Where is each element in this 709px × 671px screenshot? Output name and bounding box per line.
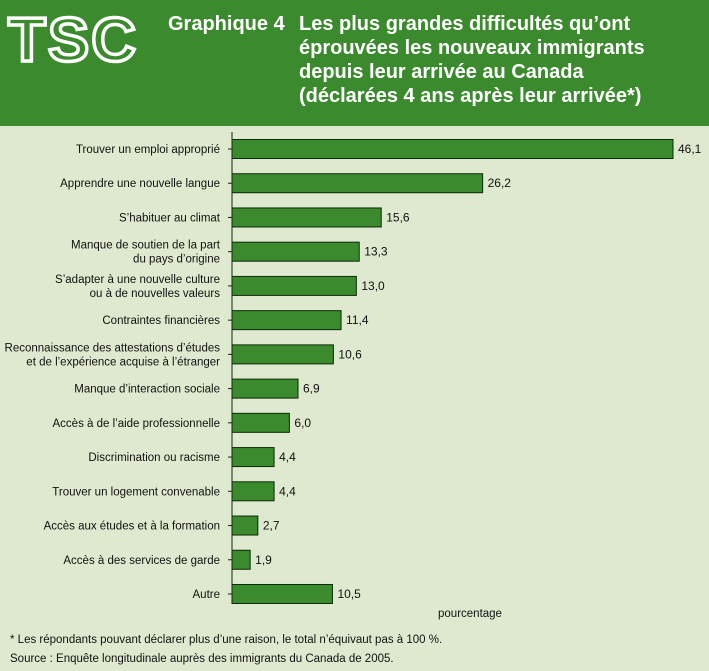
data-label: 13,3 (364, 245, 388, 259)
chart-title-line: Les plus grandes difficultés qu’ont (299, 13, 631, 35)
category-label: Manque d’interaction sociale (74, 384, 220, 396)
bar (231, 378, 299, 399)
category-label: Apprendre une nouvelle langue (60, 178, 220, 190)
bar (231, 139, 674, 159)
chart-title: Les plus grandes difficultés qu’ont épro… (299, 12, 645, 108)
chart-title-line: depuis leur arrivée au Canada (299, 61, 584, 83)
data-label: 6,0 (294, 416, 311, 430)
bar (231, 481, 275, 502)
bar (231, 344, 334, 365)
bar (231, 173, 484, 194)
chart-title-line: (déclarées 4 ans après leur arrivée*) (299, 85, 642, 107)
data-label: 4,4 (279, 484, 296, 498)
bar (231, 412, 290, 433)
data-label: 13,0 (361, 279, 385, 293)
bar (231, 241, 360, 262)
data-label: 1,9 (255, 553, 272, 567)
bar (231, 447, 275, 468)
category-label: Contraintes financières (102, 315, 220, 327)
category-label: Accès à des services de garde (63, 555, 220, 567)
category-label: Discrimination ou racisme (88, 452, 220, 464)
bar (231, 310, 342, 331)
data-label: 11,4 (346, 313, 369, 327)
chart-number: Graphique 4 (168, 13, 285, 35)
category-label: Manque de soutien de la part du pays d’or… (71, 240, 221, 266)
bar (231, 275, 357, 296)
data-label: 6,9 (303, 382, 320, 396)
data-label: 26,2 (488, 176, 512, 190)
bar (231, 583, 333, 604)
category-label: Accès aux études et à la formation (44, 521, 220, 533)
header-banner: TSC Graphique 4 Les plus grandes difficu… (0, 0, 709, 126)
x-axis-label: pourcentage (438, 608, 502, 620)
chart-title-line: éprouvées les nouveaux immigrants (299, 37, 645, 59)
bar (231, 515, 259, 536)
data-label: 4,4 (279, 450, 296, 464)
category-label: Autre (193, 589, 221, 601)
data-label: 10,6 (338, 347, 362, 361)
footnote: * Les répondants pouvant déclarer plus d… (10, 634, 443, 646)
category-label: Trouver un emploi approprié (76, 144, 220, 156)
category-label: S’adapter à une nouvelle culture ou à de … (55, 274, 220, 300)
data-label: 46,1 (678, 142, 702, 156)
bar (231, 207, 382, 228)
tsc-logo: TSC (6, 6, 138, 70)
source-note: Source : Enquête longitudinale auprès de… (10, 653, 394, 665)
svg-text:TSC: TSC (8, 6, 138, 70)
bar (231, 549, 251, 570)
category-label: Trouver un logement convenable (52, 486, 220, 498)
bar-chart: 46,1 Trouver un emploi approprié 26,2 Appre… (5, 132, 702, 620)
data-label: 10,5 (337, 587, 361, 601)
data-label: 15,6 (386, 210, 410, 224)
category-label: Reconnaissance des attestations d’études… (5, 342, 221, 368)
category-label: S’habituer au climat (119, 212, 221, 224)
category-label: Accès à de l’aide professionnelle (53, 418, 221, 430)
data-label: 2,7 (263, 519, 280, 533)
